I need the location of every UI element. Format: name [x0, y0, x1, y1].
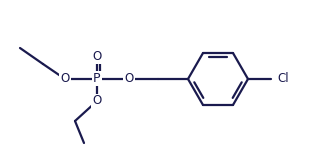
Text: O: O — [92, 50, 102, 64]
Text: O: O — [124, 72, 134, 85]
Text: Cl: Cl — [277, 72, 289, 85]
Text: O: O — [60, 72, 70, 85]
Text: O: O — [92, 95, 102, 108]
Text: P: P — [93, 72, 101, 85]
